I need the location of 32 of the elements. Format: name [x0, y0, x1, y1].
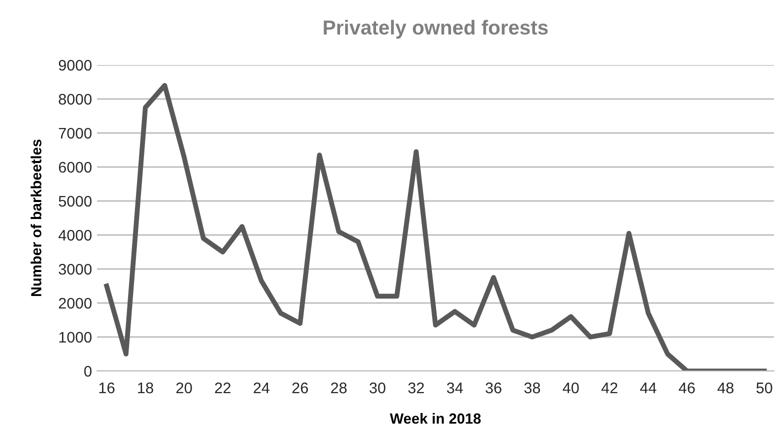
- y-tick-label: 0: [84, 366, 92, 377]
- x-tick-label: 22: [215, 382, 230, 394]
- x-tick-label: 26: [292, 382, 308, 394]
- y-tick-label: 6000: [58, 162, 92, 173]
- x-tick-label: 24: [254, 382, 270, 394]
- x-tick-label: 48: [718, 382, 734, 394]
- x-tick-label: 30: [370, 382, 386, 394]
- x-tick-label: 18: [138, 382, 154, 394]
- x-tick-label: 28: [331, 382, 347, 394]
- x-tick-label: 42: [601, 382, 618, 394]
- y-tick-label: 1000: [59, 332, 92, 343]
- x-tick-label: 46: [678, 382, 695, 394]
- y-tick-label: 4000: [58, 230, 92, 241]
- x-tick-label: 16: [99, 382, 114, 394]
- y-tick-label: 5000: [58, 196, 92, 207]
- x-tick-label: 40: [562, 382, 579, 394]
- y-tick-label: 2000: [58, 298, 92, 309]
- chart-title: Privately owned forests: [324, 20, 548, 39]
- x-tick-label: 20: [176, 382, 192, 394]
- line-series: [104, 82, 767, 371]
- y-axis-title: Number of barkbeetles: [30, 140, 42, 296]
- x-tick-label: 44: [640, 382, 656, 394]
- y-tick-label: 9000: [58, 60, 92, 71]
- y-tick-label: 8000: [58, 94, 92, 105]
- x-tick-label: 34: [446, 382, 463, 394]
- x-tick-label: 32: [408, 382, 424, 394]
- y-tick-label: 7000: [58, 128, 92, 139]
- x-tick-label: 38: [524, 382, 540, 394]
- x-tick-label: 50: [756, 382, 772, 394]
- y-tick-label: 3000: [58, 264, 92, 275]
- x-tick-label: 36: [486, 382, 502, 394]
- x-axis-title: Week in 2018: [390, 413, 481, 424]
